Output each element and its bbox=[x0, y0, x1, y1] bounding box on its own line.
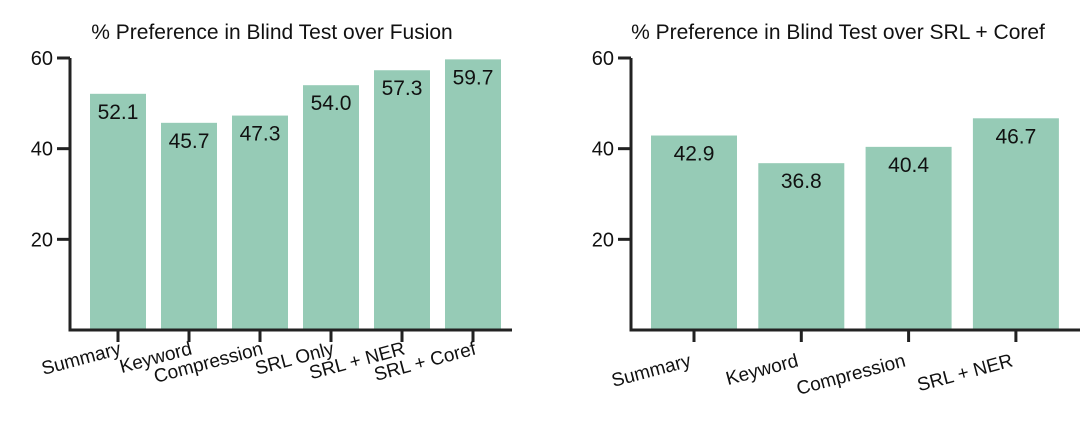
bar-srl-only bbox=[303, 85, 359, 330]
data-label: 45.7 bbox=[169, 130, 210, 153]
x-tick-label: Summary bbox=[39, 338, 123, 379]
bar-summary bbox=[90, 93, 146, 331]
y-tick-label: 40 bbox=[592, 139, 614, 161]
data-label: 59.7 bbox=[453, 66, 494, 89]
bar-srl-ner bbox=[374, 70, 430, 331]
data-label: 42.9 bbox=[674, 143, 715, 166]
bar-keyword bbox=[758, 163, 845, 330]
data-label: 54.0 bbox=[311, 92, 352, 115]
bar-compression bbox=[232, 115, 288, 330]
bar-compression bbox=[865, 146, 952, 330]
x-tick-label: Compression bbox=[794, 351, 908, 400]
y-tick-label: 20 bbox=[592, 229, 614, 251]
bar-srl-ner bbox=[972, 118, 1059, 330]
bar-summary bbox=[651, 135, 737, 330]
data-label: 36.8 bbox=[781, 170, 822, 193]
y-tick-label: 60 bbox=[31, 48, 53, 70]
y-tick-label: 20 bbox=[31, 229, 53, 251]
data-label: 40.4 bbox=[888, 154, 929, 177]
data-label: 47.3 bbox=[240, 123, 281, 146]
y-tick-label: 40 bbox=[31, 139, 53, 161]
data-label: 57.3 bbox=[382, 77, 423, 100]
x-tick-label: Keyword bbox=[724, 351, 801, 390]
y-tick-label: 60 bbox=[592, 48, 614, 70]
chart-panel-srl-coref: % Preference in Blind Test over SRL + Co… bbox=[592, 21, 1080, 400]
bar-srl-coref bbox=[445, 59, 501, 331]
x-tick-label: SRL + NER bbox=[915, 351, 1015, 397]
data-label: 46.7 bbox=[995, 125, 1036, 148]
x-tick-label: Summary bbox=[609, 350, 693, 391]
chart-title: % Preference in Blind Test over Fusion bbox=[91, 21, 452, 44]
bar-keyword bbox=[161, 122, 217, 331]
chart-title: % Preference in Blind Test over SRL + Co… bbox=[631, 21, 1045, 44]
chart-panel-fusion: % Preference in Blind Test over Fusion 5… bbox=[31, 21, 512, 388]
data-label: 52.1 bbox=[98, 101, 139, 124]
